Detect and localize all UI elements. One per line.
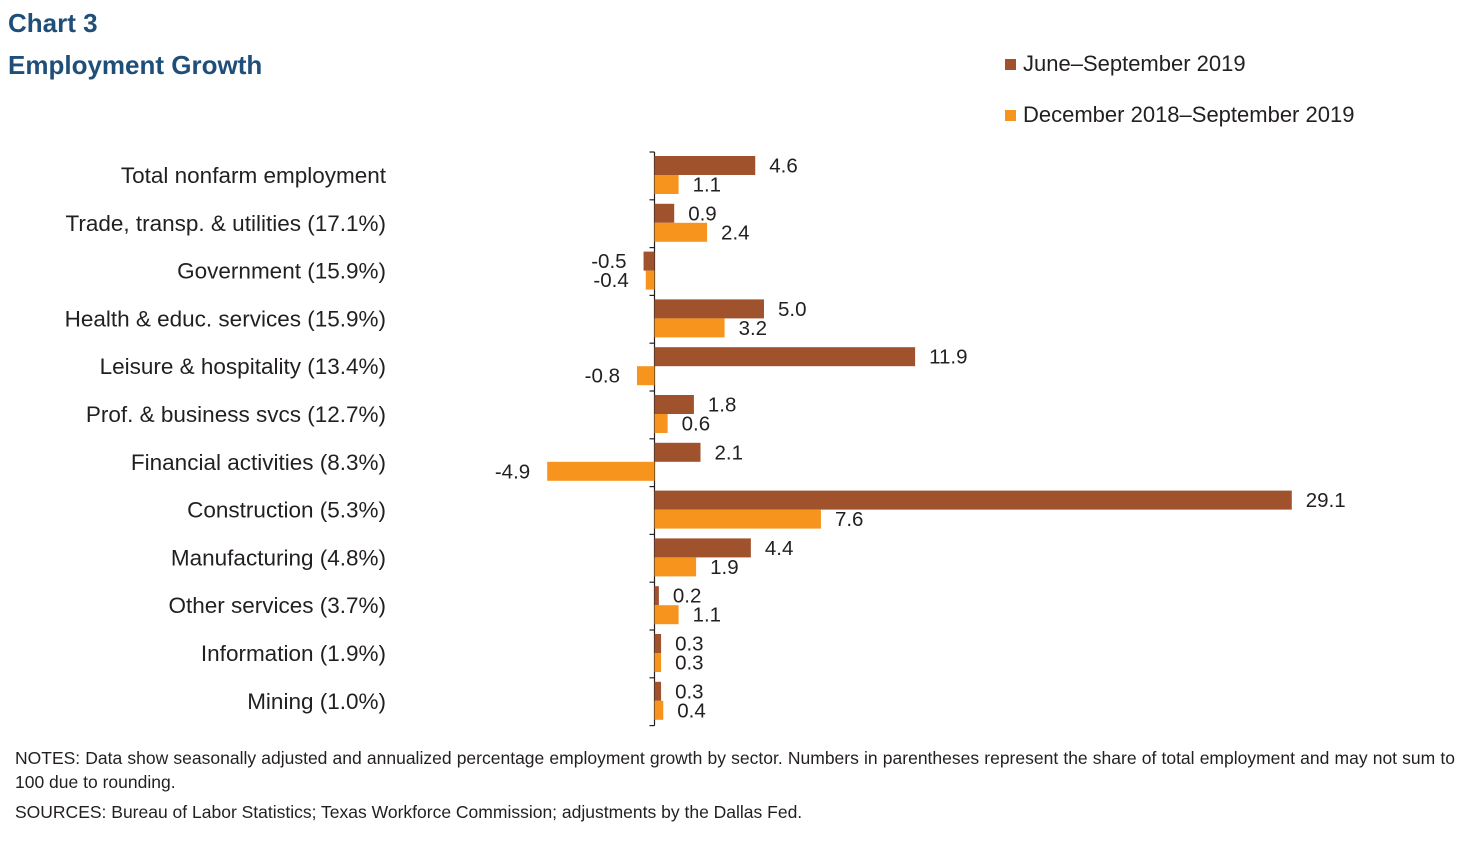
data-label-series-1: -0.5 <box>591 250 626 273</box>
bar-series-1 <box>654 203 675 223</box>
bar-series-1 <box>654 538 751 558</box>
category-label: Information (1.9%) <box>201 641 386 666</box>
data-label-series-2: -4.9 <box>495 460 530 483</box>
chart-notes: NOTES: Data show seasonally adjusted and… <box>15 748 1455 792</box>
legend-swatch-series-1 <box>1005 58 1016 70</box>
category-label: Mining (1.0%) <box>247 689 386 714</box>
data-label-series-1: 1.8 <box>708 394 737 417</box>
data-label-series-2: -0.4 <box>593 269 628 292</box>
category-label: Manufacturing (4.8%) <box>171 545 386 570</box>
bar-series-2 <box>654 700 664 720</box>
category-label: Construction (5.3%) <box>187 498 386 523</box>
data-label-series-1: 0.9 <box>688 202 717 225</box>
data-label-series-1: 4.6 <box>769 155 798 178</box>
bar-series-1 <box>654 395 694 414</box>
legend-item-series-2: December 2018–September 2019 <box>1005 102 1354 128</box>
legend-label-series-2: December 2018–September 2019 <box>1023 102 1355 127</box>
data-label-series-2: -0.8 <box>585 365 620 388</box>
category-label: Health & educ. services (15.9%) <box>65 306 386 331</box>
bar-series-2 <box>654 175 679 194</box>
bar-series-2 <box>654 605 679 625</box>
bar-series-1 <box>654 490 1292 510</box>
bar-series-1 <box>654 681 662 701</box>
category-label: Government (15.9%) <box>177 259 386 284</box>
data-label-series-1: 0.3 <box>675 680 704 703</box>
bar-series-2 <box>654 653 662 672</box>
bar-chart: Total nonfarm employment 4.6 1.1 Trade, tra… <box>65 151 1346 727</box>
data-label-series-1: 4.4 <box>765 537 794 560</box>
data-label-series-2: 1.9 <box>710 556 739 579</box>
bar-series-2 <box>654 557 697 577</box>
data-label-series-2: 1.1 <box>693 174 722 197</box>
bar-series-2 <box>654 509 821 529</box>
chart-title: Employment Growth <box>8 50 263 80</box>
legend-swatch-series-2 <box>1005 109 1016 121</box>
legend-label-series-1: June–September 2019 <box>1023 51 1246 76</box>
category-label: Prof. & business svcs (12.7%) <box>86 402 386 427</box>
bar-series-2 <box>645 270 655 290</box>
bar-series-1 <box>654 347 916 367</box>
data-label-series-2: 0.6 <box>682 413 711 436</box>
bar-series-1 <box>654 586 659 606</box>
bar-series-1 <box>654 156 756 175</box>
chart-number: Chart 3 <box>8 8 98 38</box>
bar-series-2 <box>654 222 708 242</box>
bar-series-2 <box>636 366 655 386</box>
bar-series-1 <box>643 251 655 271</box>
data-label-series-1: 2.1 <box>714 441 743 464</box>
bar-series-1 <box>654 634 662 653</box>
data-label-series-1: 0.2 <box>673 585 702 608</box>
bar-series-2 <box>654 414 668 433</box>
data-label-series-1: 11.9 <box>929 346 967 369</box>
data-label-series-2: 1.1 <box>693 604 722 627</box>
chart-sources: SOURCES: Bureau of Labor Statistics; Tex… <box>15 802 803 822</box>
data-label-series-2: 3.2 <box>739 317 768 340</box>
data-label-series-2: 0.4 <box>677 699 706 722</box>
data-label-series-2: 7.6 <box>835 508 864 531</box>
data-label-series-2: 2.4 <box>721 221 750 244</box>
category-label: Total nonfarm employment <box>121 163 387 188</box>
data-label-series-1: 5.0 <box>778 298 807 321</box>
bar-series-2 <box>654 318 725 338</box>
legend-item-series-1: June–September 2019 <box>1005 51 1246 77</box>
category-label: Leisure & hospitality (13.4%) <box>100 354 386 379</box>
bar-series-2 <box>547 461 655 481</box>
data-label-series-1: 0.3 <box>675 633 704 656</box>
category-label: Other services (3.7%) <box>168 593 386 618</box>
data-label-series-1: 29.1 <box>1306 489 1346 512</box>
category-label: Trade, transp. & utilities (17.1%) <box>65 211 386 236</box>
category-label: Financial activities (8.3%) <box>131 450 386 475</box>
data-label-series-2: 0.3 <box>675 652 704 675</box>
bar-series-1 <box>654 442 701 462</box>
bar-series-1 <box>654 299 764 319</box>
